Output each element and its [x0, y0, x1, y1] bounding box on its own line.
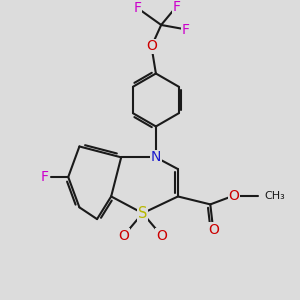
Text: O: O — [228, 189, 239, 202]
Text: O: O — [118, 229, 129, 243]
Text: O: O — [208, 223, 219, 237]
Text: N: N — [151, 150, 161, 164]
Text: S: S — [138, 206, 147, 221]
Text: CH₃: CH₃ — [265, 190, 286, 201]
Text: F: F — [182, 23, 190, 37]
Text: O: O — [156, 229, 167, 243]
Text: F: F — [41, 170, 49, 184]
Text: O: O — [146, 39, 157, 53]
Text: F: F — [173, 0, 181, 14]
Text: F: F — [134, 1, 142, 15]
